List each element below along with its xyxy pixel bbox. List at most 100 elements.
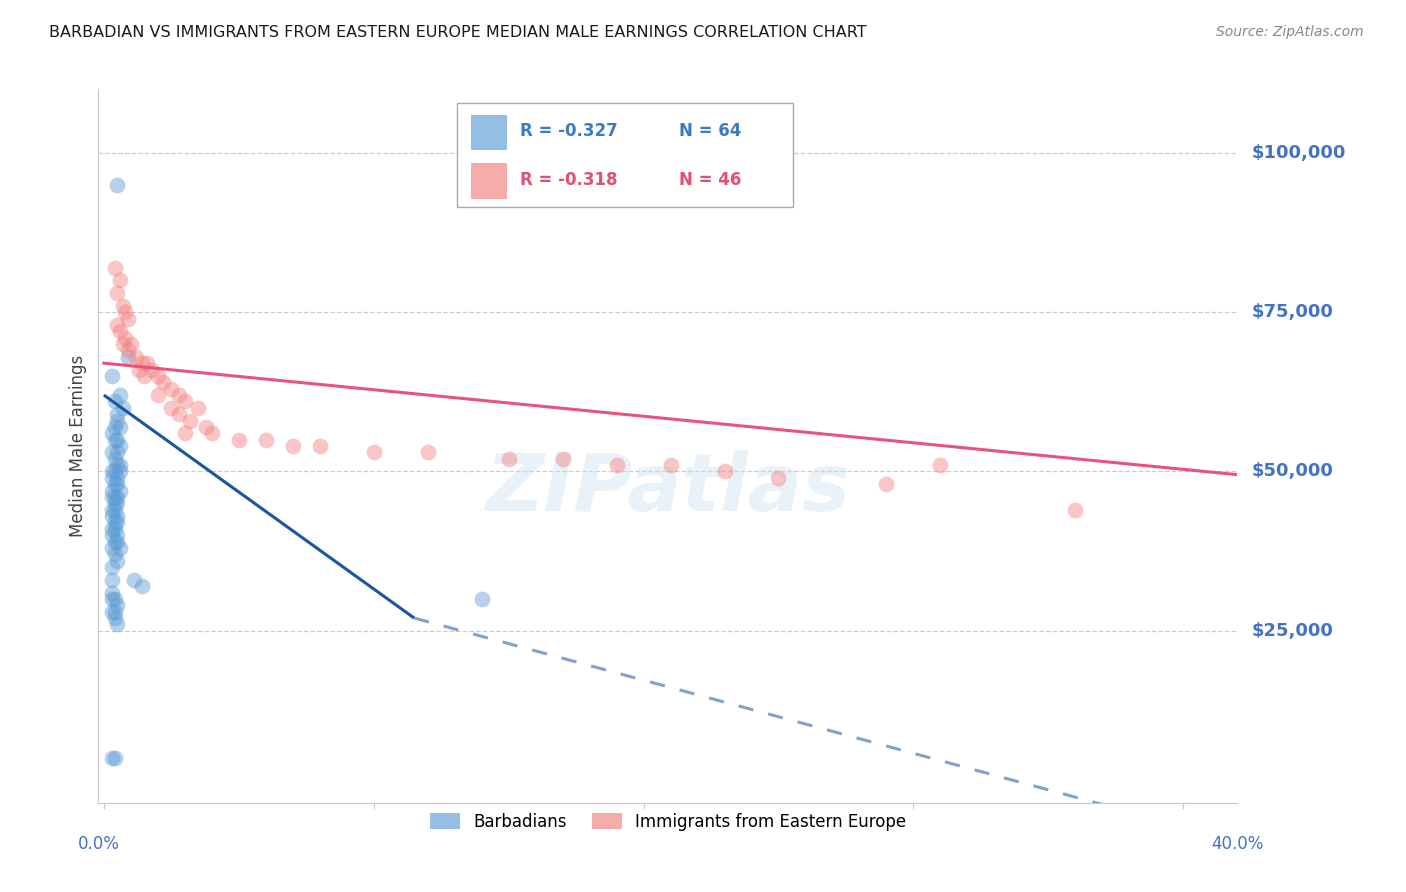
Point bbox=[498, 451, 520, 466]
Text: $25,000: $25,000 bbox=[1251, 622, 1333, 640]
Point bbox=[768, 471, 790, 485]
Point bbox=[105, 516, 128, 530]
Point bbox=[101, 509, 124, 524]
Bar bbox=[471, 163, 508, 199]
Point bbox=[111, 337, 134, 351]
Point bbox=[101, 368, 124, 383]
FancyBboxPatch shape bbox=[457, 103, 793, 207]
Point bbox=[179, 413, 201, 427]
Point bbox=[101, 541, 124, 555]
Point bbox=[108, 273, 131, 287]
Point bbox=[173, 426, 195, 441]
Point bbox=[105, 413, 128, 427]
Point bbox=[105, 509, 128, 524]
Point bbox=[105, 286, 128, 301]
Point bbox=[104, 260, 127, 275]
Text: 0.0%: 0.0% bbox=[77, 835, 120, 853]
Point bbox=[101, 591, 124, 606]
Point bbox=[875, 477, 897, 491]
Point bbox=[104, 451, 127, 466]
Point bbox=[105, 471, 128, 485]
Point bbox=[104, 611, 127, 625]
Point bbox=[551, 451, 574, 466]
Point bbox=[108, 465, 131, 479]
Point bbox=[120, 337, 142, 351]
Point bbox=[101, 528, 124, 542]
Point bbox=[281, 439, 304, 453]
Point bbox=[128, 362, 150, 376]
Point bbox=[228, 433, 250, 447]
Point bbox=[104, 534, 127, 549]
Point bbox=[104, 751, 127, 765]
Point bbox=[114, 331, 136, 345]
Point bbox=[101, 502, 124, 516]
Point bbox=[105, 407, 128, 421]
Point bbox=[117, 311, 139, 326]
Point bbox=[105, 554, 128, 568]
Point bbox=[308, 439, 330, 453]
Point bbox=[101, 522, 124, 536]
Point bbox=[104, 420, 127, 434]
Point bbox=[105, 496, 128, 510]
Point bbox=[101, 426, 124, 441]
Text: N = 46: N = 46 bbox=[679, 170, 741, 188]
Point bbox=[108, 541, 131, 555]
Point bbox=[187, 401, 209, 415]
Point bbox=[146, 388, 169, 402]
Point bbox=[929, 458, 952, 472]
Point bbox=[101, 560, 124, 574]
Point bbox=[606, 458, 628, 472]
Point bbox=[104, 433, 127, 447]
Point bbox=[146, 368, 169, 383]
Point bbox=[101, 751, 124, 765]
Text: N = 64: N = 64 bbox=[679, 122, 741, 140]
Text: $50,000: $50,000 bbox=[1251, 462, 1333, 481]
Point bbox=[125, 350, 148, 364]
Text: BARBADIAN VS IMMIGRANTS FROM EASTERN EUROPE MEDIAN MALE EARNINGS CORRELATION CHA: BARBADIAN VS IMMIGRANTS FROM EASTERN EUR… bbox=[49, 25, 868, 40]
Y-axis label: Median Male Earnings: Median Male Earnings bbox=[69, 355, 87, 537]
Point bbox=[108, 439, 131, 453]
Text: ZIPatlas: ZIPatlas bbox=[485, 450, 851, 528]
Point bbox=[254, 433, 277, 447]
Legend: Barbadians, Immigrants from Eastern Europe: Barbadians, Immigrants from Eastern Euro… bbox=[423, 806, 912, 838]
Point bbox=[195, 420, 218, 434]
Point bbox=[713, 465, 735, 479]
Point bbox=[104, 477, 127, 491]
Point bbox=[101, 471, 124, 485]
Point bbox=[108, 388, 131, 402]
Point bbox=[160, 401, 183, 415]
Point bbox=[104, 490, 127, 504]
Point bbox=[169, 388, 191, 402]
Point bbox=[104, 516, 127, 530]
Text: $75,000: $75,000 bbox=[1251, 303, 1333, 321]
Point bbox=[105, 599, 128, 613]
Text: 40.0%: 40.0% bbox=[1211, 835, 1264, 853]
Point bbox=[104, 394, 127, 409]
Point bbox=[108, 458, 131, 472]
Point bbox=[104, 591, 127, 606]
Point bbox=[105, 445, 128, 459]
Point bbox=[101, 465, 124, 479]
Point bbox=[160, 382, 183, 396]
Point bbox=[173, 394, 195, 409]
Point bbox=[363, 445, 385, 459]
Text: Source: ZipAtlas.com: Source: ZipAtlas.com bbox=[1216, 25, 1364, 39]
Point bbox=[108, 324, 131, 338]
Point bbox=[101, 585, 124, 599]
Point bbox=[136, 356, 159, 370]
Point bbox=[134, 368, 156, 383]
Point bbox=[105, 490, 128, 504]
Point bbox=[169, 407, 191, 421]
Point bbox=[111, 299, 134, 313]
Point bbox=[105, 433, 128, 447]
Point bbox=[659, 458, 682, 472]
Point bbox=[104, 502, 127, 516]
Point bbox=[141, 362, 163, 376]
Point bbox=[104, 496, 127, 510]
Point bbox=[101, 573, 124, 587]
Point bbox=[131, 356, 153, 370]
Point bbox=[105, 534, 128, 549]
Point bbox=[105, 528, 128, 542]
Point bbox=[104, 547, 127, 561]
Point bbox=[105, 318, 128, 332]
